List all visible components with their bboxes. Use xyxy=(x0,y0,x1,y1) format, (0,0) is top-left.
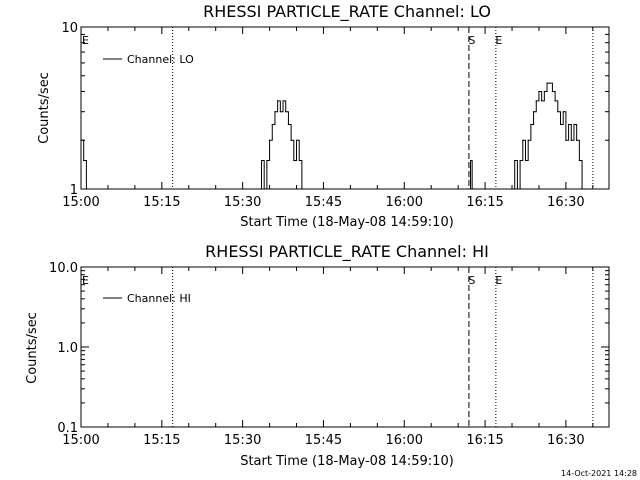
panel-lo-legend-label: Channel: LO xyxy=(127,53,194,66)
data-point xyxy=(538,90,540,93)
data-point xyxy=(287,123,290,126)
y-tick-label: 0.1 xyxy=(57,421,78,436)
data-point xyxy=(274,111,276,113)
data-point xyxy=(469,159,472,162)
data-point xyxy=(279,111,281,113)
data-point xyxy=(576,139,578,141)
data-point xyxy=(516,188,519,190)
panel-lo-marks: 15:00 15:15 15:30 15:45 16:00 16:15 16:30 1 10 E S… xyxy=(61,21,609,210)
data-point xyxy=(584,188,586,190)
data-point xyxy=(271,123,273,126)
data-point xyxy=(581,188,583,190)
x-tick-label: 15:45 xyxy=(305,195,342,210)
x-tick-label: 15:30 xyxy=(224,433,261,448)
panel-hi: RHESSI PARTICLE_RATE Channel: HI 15:00 15… xyxy=(25,242,610,469)
panel-hi-x-axis-label: Start Time (18-May-08 14:59:10) xyxy=(240,454,454,469)
data-point xyxy=(468,188,470,190)
data-point xyxy=(258,188,260,190)
panel-lo-y-axis-label: Counts/sec xyxy=(37,72,52,144)
data-point xyxy=(511,188,513,190)
panel-hi-legend-label: Channel: HI xyxy=(127,292,191,305)
panel-lo: RHESSI PARTICLE_RATE Channel: LO 15:00 15… xyxy=(37,2,610,230)
data-point xyxy=(285,111,287,113)
panel-hi-plot-frame xyxy=(80,266,610,428)
x-tick-label: 16:15 xyxy=(466,433,503,448)
panel-hi-title: RHESSI PARTICLE_RATE Channel: HI xyxy=(205,242,489,262)
data-point xyxy=(546,82,548,84)
data-point xyxy=(562,111,564,113)
x-tick-label: 16:30 xyxy=(547,433,584,448)
x-tick-label: 15:00 xyxy=(62,195,99,210)
marker-label: E xyxy=(495,274,502,287)
x-tick-label: 15:00 xyxy=(62,433,99,448)
data-point xyxy=(573,123,575,126)
data-point xyxy=(263,188,265,190)
y-tick-label: 1 xyxy=(70,183,78,198)
data-point xyxy=(530,123,532,126)
data-point xyxy=(80,139,82,141)
data-point xyxy=(527,139,529,141)
panel-hi-marks: 15:00 15:15 15:30 15:45 16:00 16:15 16:30 0.1 1.… xyxy=(49,261,609,448)
data-point xyxy=(519,159,521,162)
data-point xyxy=(266,159,268,162)
data-point xyxy=(83,159,85,162)
data-point xyxy=(514,159,516,162)
data-point xyxy=(532,111,535,113)
data-point xyxy=(549,82,551,84)
data-point xyxy=(541,100,543,102)
data-point xyxy=(522,139,524,141)
y-tick-label: 1.0 xyxy=(57,341,78,356)
panel-lo-plot-frame xyxy=(80,26,610,190)
data-point xyxy=(473,188,475,190)
data-point xyxy=(578,159,580,162)
data-point xyxy=(260,159,263,162)
data-point xyxy=(85,188,87,190)
x-tick-label: 16:30 xyxy=(547,195,584,210)
x-tick-label: 15:15 xyxy=(143,195,180,210)
data-point xyxy=(282,100,284,102)
marker-label: E xyxy=(495,34,502,47)
data-point xyxy=(565,139,567,141)
data-point xyxy=(551,90,554,93)
x-tick-label: 16:15 xyxy=(466,195,503,210)
data-point xyxy=(557,111,559,113)
data-point xyxy=(471,188,473,190)
data-point xyxy=(268,139,271,141)
panel-lo-title: RHESSI PARTICLE_RATE Channel: LO xyxy=(203,2,491,22)
data-point xyxy=(298,159,300,162)
data-point xyxy=(295,139,298,141)
marker-label: S xyxy=(468,34,475,47)
marker-label: E xyxy=(82,34,89,47)
series-line xyxy=(81,82,585,190)
data-point xyxy=(543,90,545,93)
data-point xyxy=(524,159,527,162)
y-tick-label: 10 xyxy=(61,21,78,36)
x-tick-label: 15:45 xyxy=(305,433,342,448)
marker-label: E xyxy=(82,274,89,287)
y-tick-label: 10.0 xyxy=(49,261,78,276)
data-point xyxy=(559,123,562,126)
data-point xyxy=(570,139,572,141)
data-point xyxy=(277,100,279,102)
data-point xyxy=(535,100,537,102)
data-point xyxy=(554,100,556,102)
data-point xyxy=(567,123,570,126)
x-tick-label: 15:15 xyxy=(143,433,180,448)
panel-lo-x-axis-label: Start Time (18-May-08 14:59:10) xyxy=(240,215,454,230)
marker-label: S xyxy=(468,274,475,287)
panel-hi-y-axis-label: Counts/sec xyxy=(25,312,40,384)
x-tick-label: 16:00 xyxy=(386,433,423,448)
data-point xyxy=(301,188,303,190)
data-point xyxy=(293,159,295,162)
x-tick-label: 15:30 xyxy=(224,195,261,210)
data-point xyxy=(290,139,292,141)
x-tick-label: 16:00 xyxy=(386,195,423,210)
timestamp: 14-Oct-2021 14:28 xyxy=(561,469,637,478)
